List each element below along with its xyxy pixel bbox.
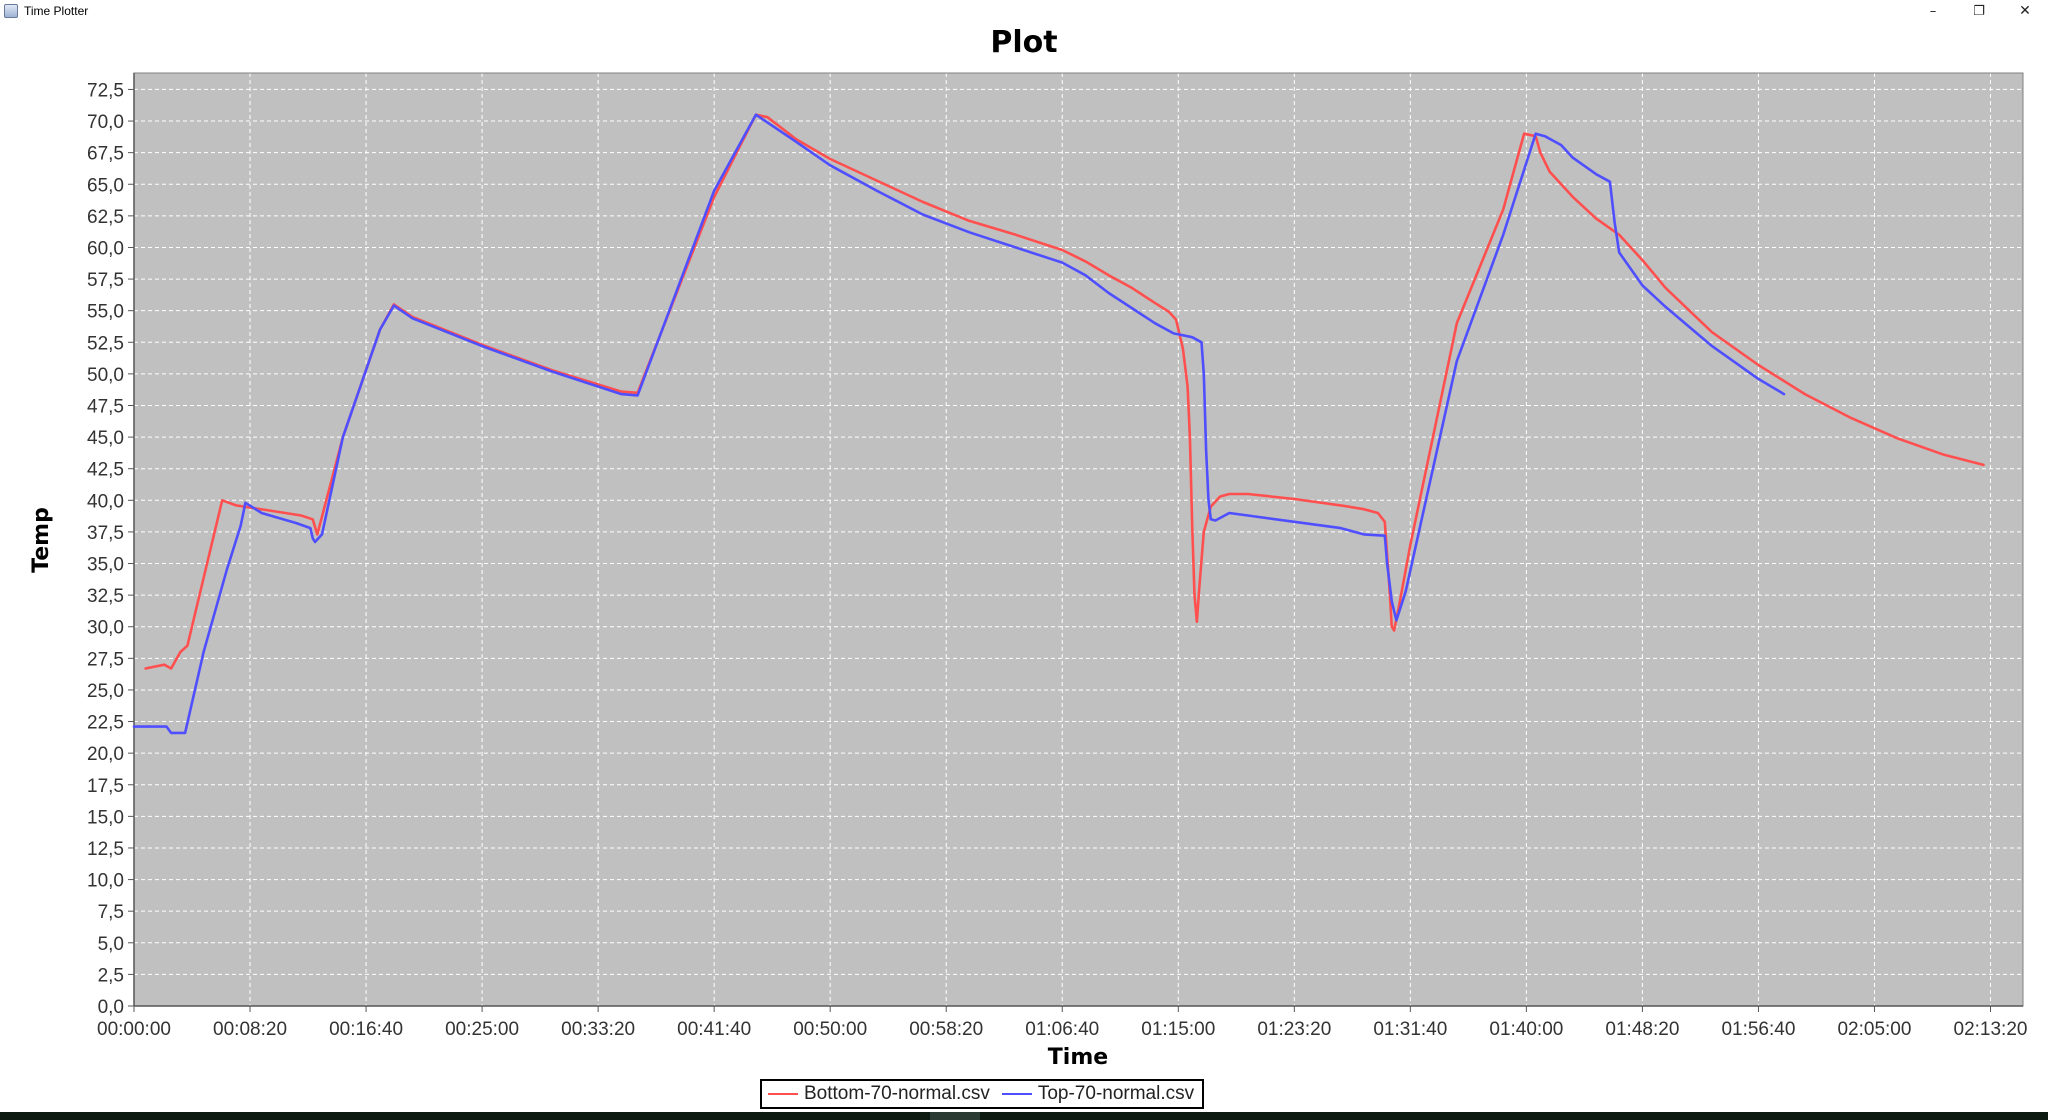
y-tick-label: 22,5 (87, 713, 124, 734)
y-tick-label: 27,5 (87, 649, 124, 670)
y-tick-label: 60,0 (87, 238, 124, 259)
y-tick-label: 50,0 (87, 365, 124, 386)
y-tick-label: 10,0 (87, 871, 124, 892)
y-tick-label: 30,0 (87, 618, 124, 639)
taskbar (0, 1112, 2048, 1120)
window-titlebar: Time Plotter – ❐ ✕ (0, 0, 2048, 22)
x-tick-label: 01:31:40 (1373, 1019, 1447, 1040)
x-tick-label: 01:48:20 (1605, 1019, 1679, 1040)
legend-label-top: Top-70-normal.csv (1037, 1083, 1195, 1104)
legend-item-top[interactable]: Top-70-normal.csv (1001, 1083, 1195, 1105)
restore-button[interactable]: ❐ (1956, 0, 2002, 22)
x-tick-label: 01:15:00 (1141, 1019, 1215, 1040)
x-axis-label: Time (1048, 1045, 1108, 1070)
y-tick-label: 55,0 (87, 302, 124, 323)
close-icon: ✕ (2019, 3, 2031, 19)
y-tick-label: 57,5 (87, 270, 124, 291)
y-tick-label: 32,5 (87, 586, 124, 607)
java-app-icon (4, 4, 18, 18)
x-tick-label: 01:40:00 (1489, 1019, 1563, 1040)
legend-swatch-top (1001, 1093, 1032, 1095)
y-tick-label: 40,0 (87, 491, 124, 512)
x-tick-label: 01:56:40 (1721, 1019, 1795, 1040)
y-tick-label: 70,0 (87, 112, 124, 133)
y-tick-label: 2,5 (98, 965, 124, 986)
x-tick-label: 00:16:40 (329, 1019, 403, 1040)
y-tick-label: 65,0 (87, 175, 124, 196)
y-tick-label: 17,5 (87, 776, 124, 797)
y-tick-label: 72,5 (87, 80, 124, 101)
y-tick-label: 7,5 (98, 902, 124, 923)
x-tick-label: 01:23:20 (1257, 1019, 1331, 1040)
y-tick-label: 47,5 (87, 396, 124, 417)
legend-item-bottom[interactable]: Bottom-70-normal.csv (768, 1083, 990, 1105)
y-tick-label: 0,0 (98, 997, 124, 1018)
window-controls: – ❐ ✕ (1910, 0, 2048, 22)
y-tick-label: 12,5 (87, 839, 124, 860)
x-tick-label: 01:06:40 (1025, 1019, 1099, 1040)
x-tick-label: 00:58:20 (909, 1019, 983, 1040)
x-tick-label: 00:08:20 (213, 1019, 287, 1040)
chart-legend: Bottom-70-normal.csv Top-70-normal.csv (760, 1079, 1205, 1109)
series-line-top[interactable] (132, 113, 1786, 735)
y-axis-label: Temp (29, 507, 54, 573)
y-tick-label: 67,5 (87, 144, 124, 165)
y-tick-label: 35,0 (87, 555, 124, 576)
x-tick-label: 00:33:20 (561, 1019, 635, 1040)
legend-label-bottom: Bottom-70-normal.csv (804, 1083, 990, 1104)
close-button[interactable]: ✕ (2002, 0, 2048, 22)
legend-swatch-bottom (768, 1093, 798, 1095)
x-tick-label: 02:05:00 (1837, 1019, 1911, 1040)
y-tick-label: 45,0 (87, 428, 124, 449)
x-tick-label: 00:25:00 (445, 1019, 519, 1040)
restore-icon: ❐ (1973, 3, 1985, 19)
gridlines (133, 73, 2023, 1007)
x-tick-label: 00:41:40 (677, 1019, 751, 1040)
y-tick-label: 62,5 (87, 207, 124, 228)
y-tick-label: 25,0 (87, 681, 124, 702)
taskbar-active-app[interactable] (930, 1112, 980, 1120)
chart-title: Plot (990, 25, 1057, 60)
y-tick-label: 42,5 (87, 460, 124, 481)
x-tick-label: 00:00:00 (97, 1019, 171, 1040)
y-tick-label: 15,0 (87, 807, 124, 828)
axes: 0,0 2,5 5,0 7,5 10,0 12,5 15,0 17,5 20,0 22,5 25,0… (87, 72, 2028, 1040)
y-tick-label: 37,5 (87, 523, 124, 544)
plot-area (134, 73, 2023, 1006)
y-tick-label: 5,0 (98, 934, 124, 955)
y-tick-label: 20,0 (87, 744, 124, 765)
x-tick-label: 02:13:20 (1954, 1019, 2028, 1040)
y-tick-label: 52,5 (87, 333, 124, 354)
x-tick-label: 00:50:00 (793, 1019, 867, 1040)
series-lines[interactable] (132, 113, 1985, 735)
minimize-button[interactable]: – (1910, 0, 1956, 22)
window-title: Time Plotter (24, 4, 89, 18)
minimize-icon: – (1929, 3, 1937, 19)
